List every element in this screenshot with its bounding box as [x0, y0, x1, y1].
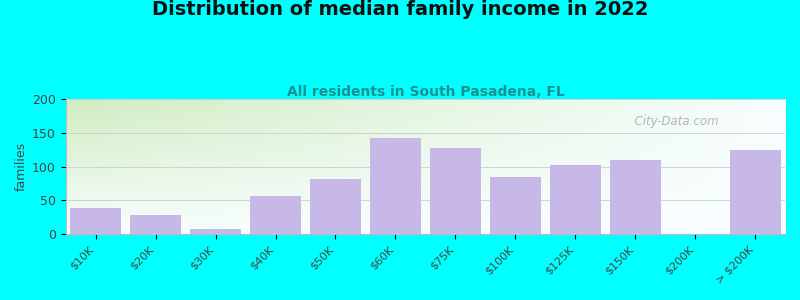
- Bar: [490, 177, 541, 234]
- Text: City-Data.com: City-Data.com: [626, 115, 718, 128]
- Bar: [550, 165, 601, 234]
- Bar: [430, 148, 481, 234]
- Bar: [190, 229, 241, 234]
- Bar: [310, 179, 361, 234]
- Bar: [250, 196, 301, 234]
- Bar: [730, 150, 781, 234]
- Title: All residents in South Pasadena, FL: All residents in South Pasadena, FL: [286, 85, 564, 99]
- Y-axis label: families: families: [15, 142, 28, 191]
- Bar: [370, 137, 421, 234]
- Bar: [70, 208, 122, 234]
- Bar: [130, 215, 181, 234]
- Text: Distribution of median family income in 2022: Distribution of median family income in …: [152, 0, 648, 19]
- Bar: [610, 160, 661, 234]
